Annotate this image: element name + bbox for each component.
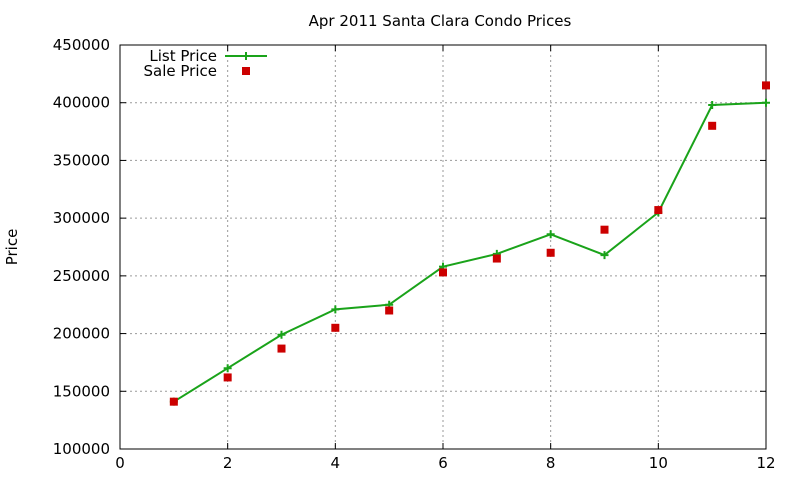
chart-title: Apr 2011 Santa Clara Condo Prices <box>309 12 572 30</box>
list-price-point <box>277 330 286 339</box>
list-price-point <box>546 230 555 239</box>
x-tick-label: 2 <box>223 454 233 472</box>
sale-price-point <box>492 254 501 263</box>
x-tick-label: 12 <box>756 454 775 472</box>
sale-price-point <box>654 206 663 215</box>
sale-price-point <box>223 373 232 382</box>
y-axis-label: Price <box>3 229 21 266</box>
sale-price-point <box>277 344 286 353</box>
y-tick-label: 400000 <box>53 94 110 112</box>
y-tick-label: 200000 <box>53 325 110 343</box>
y-tick-label: 300000 <box>53 209 110 227</box>
grid <box>120 45 766 449</box>
x-tick-label: 4 <box>331 454 341 472</box>
x-tick-label: 10 <box>649 454 668 472</box>
legend-swatch-sale-price <box>242 67 250 75</box>
series-line-list-price <box>173 101 767 403</box>
list-price-point <box>600 251 609 260</box>
legend-marker-list-price <box>242 52 250 60</box>
plot-frame <box>119 44 767 450</box>
sale-price-point <box>546 248 555 257</box>
series-lines <box>173 101 767 403</box>
series-points <box>169 81 770 406</box>
sale-price-point <box>385 306 394 315</box>
y-tick-label: 250000 <box>53 267 110 285</box>
sale-price-point <box>439 268 447 277</box>
legend-label-list-price: List Price <box>149 47 217 65</box>
x-tick-label: 6 <box>438 454 448 472</box>
list-price-point <box>762 98 770 107</box>
legend-label-sale-price: Sale Price <box>144 62 217 80</box>
sale-price-point <box>762 81 770 90</box>
y-tick-label: 350000 <box>53 151 110 169</box>
sale-price-point <box>600 225 609 234</box>
sale-price-point <box>708 121 717 130</box>
axis-ticks: 0 2 4 6 8 10 12 100000 150000 200000 250000 300000 3… <box>53 36 776 472</box>
y-tick-label: 100000 <box>53 440 110 458</box>
list-price-point <box>223 364 232 373</box>
list-price-point <box>331 305 340 314</box>
x-tick-label: 8 <box>546 454 556 472</box>
y-tick-label: 450000 <box>53 36 110 54</box>
x-tick-label: 0 <box>115 454 125 472</box>
sale-price-point <box>331 323 340 332</box>
legend: List Price Sale Price <box>144 47 267 80</box>
sale-price-point <box>169 397 178 406</box>
list-price-point <box>708 101 717 110</box>
y-tick-label: 150000 <box>53 382 110 400</box>
